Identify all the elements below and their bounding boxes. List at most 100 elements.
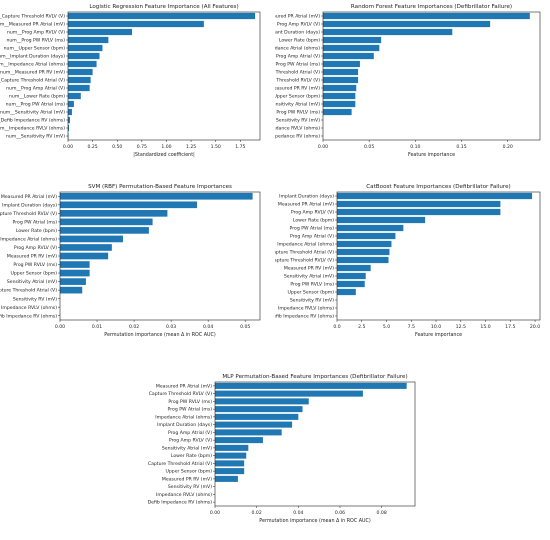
bar <box>337 201 500 207</box>
x-tick-label: 7.5 <box>408 324 415 330</box>
category-label: Prog PW Atrial (ms) <box>168 407 213 413</box>
x-tick-label: 0.02 <box>129 324 139 330</box>
category-label: Prog Amp RVLV (V) <box>277 22 320 28</box>
category-label: Sensitivity RV (mV) <box>290 298 334 304</box>
category-label: Capture Threshold RVLV (V) <box>0 211 57 217</box>
bar <box>323 85 356 91</box>
x-tick-label: 0.00 <box>210 510 220 516</box>
chart-title: Random Forest Feature Importances (Defib… <box>351 4 512 10</box>
category-label: Capture Threshold Atrial (V) <box>275 70 320 76</box>
bar <box>68 21 204 27</box>
category-label: Implant Duration (days) <box>2 202 57 208</box>
bar <box>323 93 355 99</box>
x-tick-label: 0.06 <box>335 510 345 516</box>
x-tick-label: 0.00 <box>318 144 328 150</box>
category-label: Prog PW RVLV (ms) <box>290 282 334 288</box>
chart-title: Logistic Regression Feature Importance (… <box>89 4 238 10</box>
bar <box>215 445 248 451</box>
category-label: Prog PW Atrial (ms) <box>276 62 321 68</box>
bar <box>68 29 132 35</box>
category-label: Prog Amp RVLV (V) <box>291 210 334 216</box>
bar <box>337 233 395 239</box>
bar <box>323 37 381 43</box>
category-label: Impedance RVLV (ohms) <box>156 492 212 498</box>
x-tick-label: 0.05 <box>240 324 250 330</box>
bar <box>337 241 391 247</box>
category-label: Impedance Atrial (ohms) <box>155 414 212 420</box>
category-label: num__Prog Amp Atrial (V) <box>6 86 65 92</box>
bar <box>60 227 149 234</box>
bar <box>215 468 244 474</box>
bar-chart: SVM (RBF) Permutation-Based Feature Impo… <box>0 180 270 350</box>
category-label: num__Defib Impedance RV (ohms) <box>0 118 65 124</box>
x-tick-label: 1.25 <box>186 144 196 150</box>
x-tick-label: 1.75 <box>235 144 245 150</box>
category-label: Measured PR RV (mV) <box>7 254 57 260</box>
category-label: Impedance RVLV (ohms) <box>1 305 57 311</box>
chart-panel: MLP Permutation-Based Feature Importance… <box>125 370 425 540</box>
bar <box>60 278 86 285</box>
bar-chart: Random Forest Feature Importances (Defib… <box>275 0 550 170</box>
bar <box>68 69 93 75</box>
bar <box>323 77 358 83</box>
x-tick-label: 0.04 <box>203 324 213 330</box>
category-label: Defib Impedance RV (ohms) <box>148 500 213 506</box>
chart-title: MLP Permutation-Based Feature Importance… <box>222 374 407 380</box>
x-tick-label: 0.05 <box>364 144 374 150</box>
bar <box>68 85 90 91</box>
x-tick-label: 0.10 <box>410 144 420 150</box>
bar <box>323 61 360 67</box>
bar <box>337 289 356 295</box>
chart-panel: Logistic Regression Feature Importance (… <box>0 0 270 174</box>
x-tick-label: 0.01 <box>92 324 102 330</box>
category-label: Impedance Atrial (ohms) <box>275 46 320 52</box>
category-label: num__Capture Threshold RVLV (V) <box>0 14 65 20</box>
x-tick-label: 0.15 <box>456 144 466 150</box>
bar <box>337 225 403 231</box>
x-tick-label: 17.5 <box>505 324 515 330</box>
bar <box>337 193 532 199</box>
category-label: Capture Threshold Atrial (V) <box>0 288 57 294</box>
bar <box>337 281 365 287</box>
bar <box>60 193 253 200</box>
x-tick-label: 2.5 <box>358 324 365 330</box>
chart-panel: Random Forest Feature Importances (Defib… <box>275 0 550 174</box>
category-label: Upper Sensor (bpm) <box>275 94 320 100</box>
category-label: Impedance RVLV (ohms) <box>278 306 334 312</box>
x-tick-label: 0.03 <box>166 324 176 330</box>
category-label: Measured PR RV (mV) <box>162 476 212 482</box>
bar <box>215 437 263 443</box>
x-tick-label: 20.0 <box>530 324 540 330</box>
chart-panel: SVM (RBF) Permutation-Based Feature Impo… <box>0 180 270 354</box>
category-label: Capture Threshold RVLV (V) <box>149 391 212 397</box>
category-label: Capture Threshold RVLV (V) <box>275 78 320 84</box>
bar <box>337 273 366 279</box>
category-label: num__Measured PR Atrial (mV) <box>0 22 65 28</box>
category-label: Prog Amp RVLV (V) <box>14 245 57 251</box>
bar <box>60 287 82 294</box>
x-tick-label: 0.08 <box>377 510 387 516</box>
bar <box>68 93 81 99</box>
bar <box>68 109 72 115</box>
bar <box>60 210 167 217</box>
category-label: num__Implant Duration (days) <box>0 54 65 60</box>
bar-chart: CatBoost Feature Importances (Defibrilla… <box>275 180 550 350</box>
bar <box>68 45 102 51</box>
category-label: Measured PR Atrial (mV) <box>1 194 57 200</box>
category-label: Lower Rate (bpm) <box>293 218 334 224</box>
category-label: Implant Duration (days) <box>157 422 212 428</box>
bar <box>337 217 425 223</box>
x-tick-label: 0.02 <box>252 510 262 516</box>
category-label: Measured PR Atrial (mV) <box>278 202 334 208</box>
bar <box>215 383 407 389</box>
category-label: Upper Sensor (bpm) <box>166 469 213 475</box>
category-label: Prog PW Atrial (ms) <box>290 226 335 232</box>
bar <box>215 406 303 412</box>
category-label: Implant Duration (days) <box>275 30 320 36</box>
x-tick-label: 15.0 <box>480 324 490 330</box>
category-label: Prog Amp Atrial (V) <box>290 234 334 240</box>
category-label: Sensitivity RV (mV) <box>13 296 57 302</box>
x-axis-label: Feature importance <box>408 152 455 158</box>
x-tick-label: 0.0 <box>333 324 340 330</box>
bar <box>215 460 244 466</box>
